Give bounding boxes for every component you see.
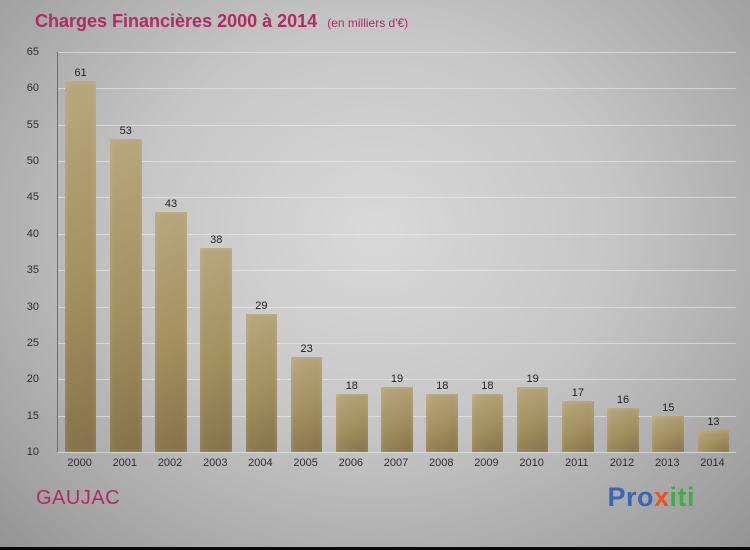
y-tick-label: 25 xyxy=(26,336,39,349)
brand-logo[interactable]: Proxiti xyxy=(607,482,695,513)
bar xyxy=(290,357,323,452)
y-tick-label: 50 xyxy=(26,155,39,168)
bar-slot: 18 xyxy=(420,52,465,452)
brand-letter-group: x xyxy=(653,482,670,512)
brand-letter-group: iti xyxy=(669,482,695,512)
bar-slot: 15 xyxy=(646,52,691,452)
x-tick-label: 2003 xyxy=(202,457,228,469)
bar-slot: 16 xyxy=(600,52,645,452)
gridline xyxy=(58,88,736,90)
bar xyxy=(336,393,368,452)
x-tick-label: 2011 xyxy=(565,457,589,469)
y-tick-label: 30 xyxy=(26,300,39,313)
bar-value-label: 16 xyxy=(616,394,630,407)
bar xyxy=(381,386,413,452)
bar-slot: 17 xyxy=(555,52,600,452)
bar-slot: 23 xyxy=(284,52,329,452)
x-tick-label: 2012 xyxy=(609,457,635,469)
bar-value-label: 43 xyxy=(164,198,178,210)
x-tick-label: 2008 xyxy=(428,457,454,469)
x-tick-label: 2010 xyxy=(519,457,544,469)
y-tick-label: 10 xyxy=(26,446,39,458)
bar xyxy=(155,212,187,452)
bar-slot: 18 xyxy=(329,52,374,452)
gridline xyxy=(58,379,736,381)
bar xyxy=(245,313,278,452)
y-tick-label: 15 xyxy=(26,409,39,422)
gridline xyxy=(58,452,736,453)
y-tick-label: 20 xyxy=(26,373,39,386)
bars-container: 61 53 43 38 29 23 18 19 18 18 19 17 16 15 13 xyxy=(58,52,736,452)
bar-slot: 13 xyxy=(691,52,736,452)
gridline xyxy=(58,161,736,163)
bar xyxy=(471,393,504,452)
brand-letter-group: Pro xyxy=(607,482,654,512)
bar-value-label: 13 xyxy=(707,416,720,429)
bar-value-label: 38 xyxy=(210,234,223,247)
chart-title: Charges Financières 2000 à 2014 xyxy=(35,11,318,31)
gridline xyxy=(58,197,736,199)
x-tick-label: 2013 xyxy=(655,457,680,469)
bar-slot: 53 xyxy=(103,52,148,452)
bar xyxy=(426,393,459,452)
gridline xyxy=(58,270,736,272)
bar-slot: 61 xyxy=(58,52,103,452)
bar-slot: 29 xyxy=(239,52,284,452)
gridline xyxy=(58,306,736,308)
bar-value-label: 18 xyxy=(436,379,449,392)
bar-value-label: 15 xyxy=(662,401,675,414)
bar-value-label: 17 xyxy=(571,387,584,400)
bar-value-label: 23 xyxy=(300,343,313,356)
bar xyxy=(516,386,549,452)
x-tick-label: 2009 xyxy=(474,457,499,469)
bar-slot: 43 xyxy=(148,52,193,452)
x-tick-label: 2006 xyxy=(338,457,364,469)
bar-slot: 19 xyxy=(374,52,419,452)
x-axis-labels: 2000 2001 2002 2003 2004 2005 2006 2007 2008 2009… xyxy=(57,457,735,469)
bar-value-label: 29 xyxy=(255,299,268,312)
bar xyxy=(562,401,594,452)
bar-value-label: 18 xyxy=(481,379,494,392)
y-tick-label: 35 xyxy=(26,264,39,277)
bar xyxy=(64,81,97,452)
x-tick-label: 2005 xyxy=(293,457,318,469)
gridline xyxy=(58,342,736,344)
y-axis-labels: 10 15 20 25 30 35 40 45 50 55 60 65 xyxy=(0,46,49,458)
y-tick-label: 60 xyxy=(26,82,39,95)
chart-subtitle: (en milliers d'€) xyxy=(327,16,409,30)
gridline xyxy=(58,52,736,53)
x-tick-label: 2014 xyxy=(700,457,725,469)
bar-value-label: 61 xyxy=(74,67,87,80)
x-tick-label: 2002 xyxy=(157,457,183,469)
y-tick-label: 45 xyxy=(26,191,39,204)
bar-value-label: 19 xyxy=(390,372,404,385)
bar-value-label: 19 xyxy=(526,372,539,385)
y-tick-label: 65 xyxy=(26,46,39,58)
bar-slot: 18 xyxy=(465,52,510,452)
y-tick-label: 55 xyxy=(26,118,39,131)
y-tick-label: 40 xyxy=(26,227,39,240)
bar xyxy=(607,408,639,452)
gridline xyxy=(58,233,736,235)
commune-label: GAUJAC xyxy=(36,487,121,509)
plot-area: 61 53 43 38 29 23 18 19 18 18 19 17 16 15 13 xyxy=(57,52,736,453)
bar-slot: 38 xyxy=(194,52,239,452)
x-tick-label: 2007 xyxy=(383,457,409,469)
bar-value-label: 53 xyxy=(119,125,132,138)
x-tick-label: 2000 xyxy=(67,457,92,469)
x-tick-label: 2001 xyxy=(112,457,138,469)
x-tick-label: 2004 xyxy=(248,457,273,469)
chart-title-row: Charges Financières 2000 à 2014 (en mill… xyxy=(35,11,735,32)
bar xyxy=(652,415,685,452)
bar-value-label: 18 xyxy=(345,379,358,392)
bar-slot: 19 xyxy=(510,52,555,452)
bar xyxy=(697,430,730,452)
bar xyxy=(200,248,233,452)
gridline xyxy=(58,124,736,126)
bar xyxy=(109,139,142,452)
